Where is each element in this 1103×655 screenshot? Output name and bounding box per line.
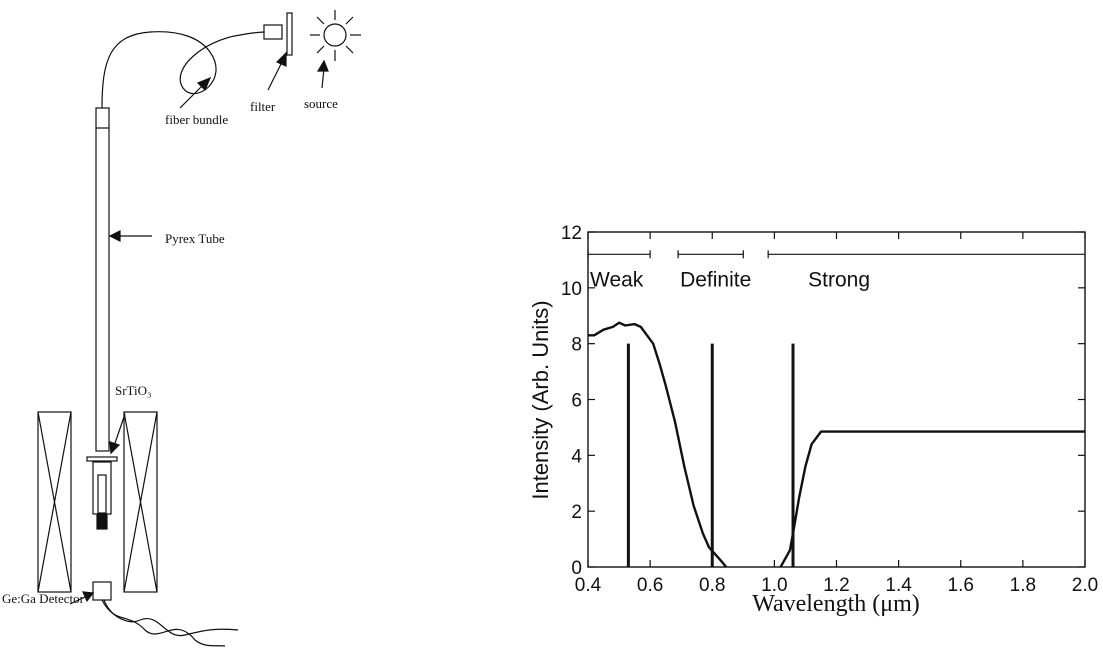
region-label-strong: Strong <box>808 268 870 291</box>
label-filter: filter <box>250 99 276 114</box>
y-tick-label-4: 8 <box>571 335 582 356</box>
arrow-filter <box>267 51 287 91</box>
x-tick-label-5: 1.4 <box>885 575 912 596</box>
apparatus-labels: fiber bundle filter source Pyrex Tube Sr… <box>2 96 338 606</box>
detector-box <box>92 581 112 601</box>
y-tick-label-5: 10 <box>561 279 582 300</box>
x-axis-label: Wavelength (μm) <box>752 591 920 617</box>
y-axis-label: Intensity (Arb. Units) <box>528 300 553 499</box>
x-tick-label-3: 1.0 <box>761 575 787 596</box>
region-label-weak: Weak <box>590 268 644 291</box>
x-tick-label-7: 1.8 <box>1010 575 1036 596</box>
series-line-1 <box>588 321 728 568</box>
label-srtio3: SrTiO₃ <box>115 383 152 398</box>
apparatus-diagram <box>37 10 361 647</box>
y-tick-label-6: 12 <box>561 223 582 244</box>
y-tick-label-2: 4 <box>571 446 582 467</box>
x-tick-label-1: 0.6 <box>637 575 663 596</box>
label-pyrex-tube: Pyrex Tube <box>165 231 225 246</box>
x-tick-label-0: 0.4 <box>575 575 602 596</box>
label-source: source <box>304 96 338 111</box>
label-fiber-bundle-line1: fiber bundle <box>165 112 228 127</box>
marker-layer <box>626 343 795 567</box>
x-tick-label-4: 1.2 <box>823 575 849 596</box>
x-tick-label-8: 2.0 <box>1072 575 1098 596</box>
arrow-srtio3 <box>109 413 126 455</box>
y-tick-label-1: 2 <box>571 502 582 523</box>
series-layer <box>588 321 1085 568</box>
detector-wire-1 <box>103 599 239 637</box>
region-label-definite: Definite <box>680 268 751 291</box>
sample-plate <box>86 456 118 462</box>
y-tick-label-0: 0 <box>571 558 582 579</box>
x-ticks: 0.4 0.6 0.8 1.0 1.2 1.4 1.6 1.8 2.0 <box>575 232 1098 596</box>
series-line-2 <box>779 430 1085 568</box>
fiber-connector <box>263 24 283 40</box>
filter-plate <box>286 12 293 56</box>
arrow-detector <box>69 591 95 605</box>
region-layer: Weak Definite Strong <box>587 250 1085 291</box>
sample-holder-inner <box>97 474 107 514</box>
label-detector: Ge:Ga Detector <box>2 591 85 606</box>
spectrum-chart: Weak Definite Strong 0.4 0.6 0.8 1.0 1.2 1.4 1.6… <box>528 223 1098 617</box>
arrow-pyrex <box>108 230 152 242</box>
x-tick-label-6: 1.6 <box>948 575 974 596</box>
light-source <box>310 10 361 61</box>
pyrex-tube <box>95 107 110 452</box>
detector-wire-2 <box>101 599 226 647</box>
sample-base <box>96 514 108 530</box>
y-tick-label-3: 6 <box>571 391 582 412</box>
y-ticks: 0 2 4 6 8 10 12 <box>561 223 1085 579</box>
arrow-source <box>316 59 329 89</box>
x-tick-label-2: 0.8 <box>699 575 725 596</box>
magnet-coil-right <box>123 411 158 593</box>
arrow-fiber <box>179 76 212 109</box>
fiber-bundle <box>101 31 266 109</box>
magnet-coil-left <box>37 411 72 593</box>
